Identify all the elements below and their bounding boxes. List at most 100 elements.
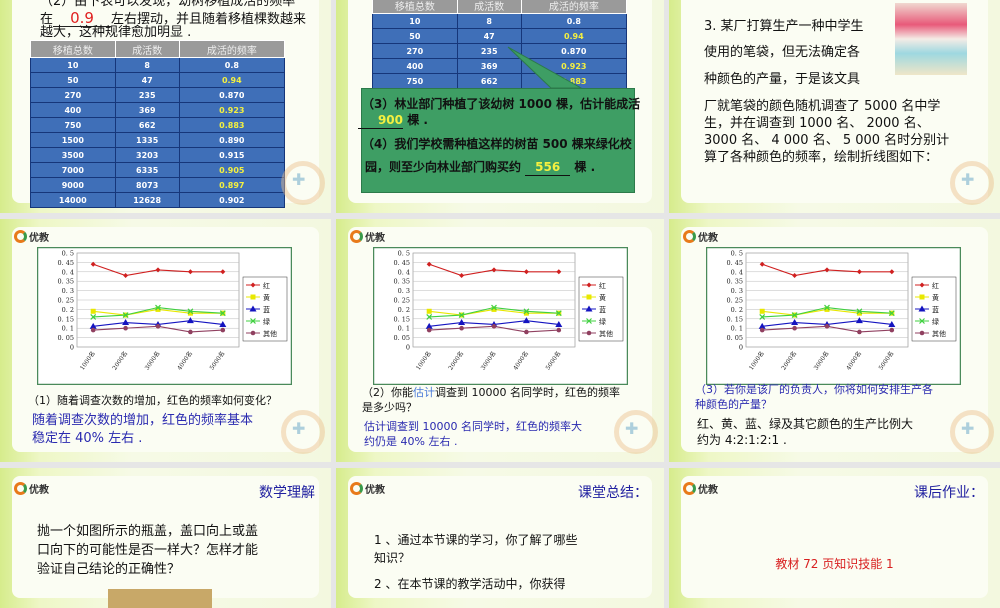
legend-label: 绿 [263,317,270,326]
problem-text: 种颜色的产量，于是该文具 [704,72,861,87]
y-tick-label: 0. 1 [731,325,743,333]
color-frequency-line-chart: 0. 50. 450. 4 0. 350. 3 0. 250. 20. 15 0. 1… [706,247,961,385]
data-point [426,261,432,267]
total-cell: 10 [372,13,458,29]
y-tick-label: 0 [406,344,410,352]
freq-cell: 0.905 [178,162,286,178]
data-point [250,318,256,324]
data-point [90,313,97,320]
slide-title: 课堂总结： [578,485,648,501]
question-text: 越大，这种规律愈加明显 . [40,25,192,40]
table-row: 10 8 0.8 [372,13,628,29]
pencil-case-photo [895,3,967,75]
slide-thumbnail-9[interactable]: 优教 课后作业： 教材 72 页知识技能 1 [669,468,1000,608]
y-tick-label: 0 [739,344,743,352]
problem-text: 抛一个如图所示的瓶盖，盖口向上或盖 [37,524,259,539]
alive-cell: 12628 [114,192,180,208]
series-4 [426,324,562,335]
data-point [556,269,562,275]
legend-label: 黄 [932,293,939,302]
youjiao-logo: 优教 [683,481,718,496]
total-cell: 400 [30,102,116,118]
slide-thumbnail-2[interactable]: 移植总数 成活数 成活的频率 10 8 0.8 50 47 0.94 270 235 0.870 400… [336,0,664,213]
series-0 [90,261,226,279]
data-point [491,324,497,329]
data-point [792,273,798,279]
bottle-cap-photo [108,589,212,608]
data-point [857,329,862,335]
y-tick-label: 0. 2 [731,306,743,314]
table-row: 3500 3203 0.915 [30,147,286,163]
y-tick-label: 0. 15 [57,315,74,323]
slide-thumbnail-6[interactable]: 优教 0. 5 0. 45 0. 4 0. 35 0. 3 0. 25 0. 2 0. 15 0… [669,219,1000,462]
alive-cell: 3203 [114,147,180,163]
y-tick-label: 0 [70,344,74,352]
freq-cell: 0.94 [520,28,628,44]
callout-box [361,88,635,193]
total-cell: 3500 [30,147,116,163]
answer-text: 红、黄、蓝、绿及其它颜色的生产比例大 [697,417,914,431]
data-point [586,282,592,288]
data-point [90,261,96,267]
freq-cell: 0.890 [178,132,286,148]
alive-cell: 662 [456,73,522,89]
data-point [856,308,863,315]
answer-text: 约仍是 40% 左右 . [364,435,458,448]
y-tick-label: 0. 5 [398,250,410,258]
data-point [523,269,529,275]
slide-thumbnail-1[interactable]: （2）由下表可以发现，幼树移植成活的频率 在 0.9 左右摆动，并且随着移植棵数越来… [0,0,331,213]
freq-cell: 0.883 [178,117,286,133]
slide-thumbnail-7[interactable]: 优教 数学理解 抛一个如图所示的瓶盖，盖口向上或盖 口向下的可能性是否一样大？怎… [0,468,331,608]
data-point [824,306,830,312]
y-tick-label: 0. 05 [57,334,74,342]
data-point [155,306,161,312]
slide-thumbnail-4[interactable]: 优教 0. 5 0. 45 0. 4 0. 35 0. 3 0. 25 0. 2 0. 15 0… [0,219,331,462]
data-point [491,306,497,312]
youjiao-logo: 优教 [14,229,49,244]
slide-thumbnail-3[interactable]: 3. 某厂打算生产一种中学生 使用的笔袋，但无法确定各 种颜色的产量，于是该文具… [669,0,1000,213]
color-frequency-line-chart: 0. 50. 450. 4 0. 350. 3 0. 250. 20. 15 0. 1… [373,247,628,385]
answer-text: 约为 4:2:1:2:1 . [697,433,787,447]
data-point [523,308,530,315]
data-point [250,330,256,336]
data-point [220,269,226,275]
y-tick-label: 0. 35 [726,278,743,286]
freq-cell: 0.8 [178,57,286,73]
slide-thumbnail-5[interactable]: 优教 0. 5 0. 45 0. 4 0. 35 0. 3 0. 25 0. 2 0. 15 0… [336,219,664,462]
problem-text: 3000 名、 4 000 名、 5 000 名时分别计 [704,133,950,148]
data-point [919,294,925,300]
legend-label: 绿 [599,317,606,326]
column-header: 成活数 [456,0,522,14]
data-point [155,304,161,311]
data-point [155,324,161,329]
freq-cell: 0.897 [178,177,286,193]
problem-text: 算了各种颜色的频率，绘制折线图如下： [704,150,939,165]
summary-text: 2 、在本节课的教学活动中，你获得 [374,577,566,591]
slide-thumbnail-8[interactable]: 优教 课堂总结： 1 、通过本节课的学习，你了解了哪些 知识？ 2 、在本节课的… [336,468,664,608]
y-tick-label: 0. 05 [726,334,743,342]
data-point [919,282,925,288]
alive-cell: 369 [114,102,180,118]
freq-cell: 0.8 [520,13,628,29]
youjiao-logo: 优教 [350,481,385,496]
y-tick-label: 0. 05 [393,334,410,342]
data-point [586,294,592,300]
alive-cell: 47 [114,72,180,88]
question-3: （3）林业部门种植了该幼树 1000 棵，估计能成活 [362,97,641,111]
problem-text: 生，并在调查到 1000 名、 2000 名、 [704,116,930,131]
data-point [586,330,592,336]
data-point [556,327,562,333]
total-cell: 50 [372,28,458,44]
y-tick-label: 0. 3 [731,287,743,295]
data-point [123,273,129,279]
legend-label: 红 [599,281,606,290]
youjiao-logo: 优教 [350,229,385,244]
question-4: （4）我们学校需种植这样的树苗 500 棵来绿化校 [362,137,632,151]
data-point [187,269,193,275]
data-point [458,312,465,318]
legend-label: 蓝 [263,305,270,314]
slide-title: 课后作业： [914,485,984,501]
series-3 [426,304,562,320]
table-row: 750 662 0.883 [30,117,286,133]
